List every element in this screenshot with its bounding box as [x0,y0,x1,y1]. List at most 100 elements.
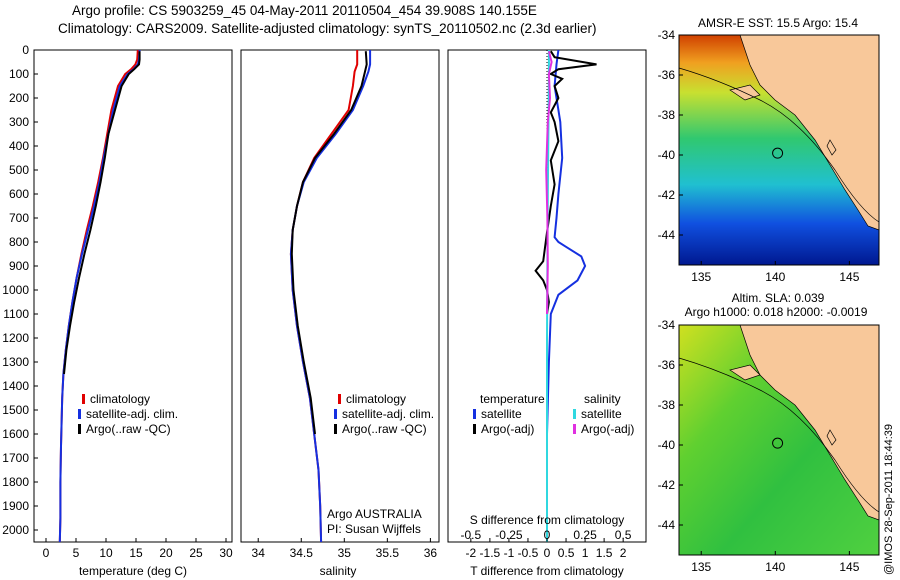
legend-swatch-s-satellite [573,409,576,419]
salinity-legend: climatology satellite-adj. clim. Argo(..… [334,392,434,436]
map-y-tick-label: -42 [658,478,676,492]
sla-map: Altim. SLA: 0.039 Argo h1000: 0.018 h200… [658,291,880,574]
series-line-salinity-argo-adj- [545,50,553,315]
argo-position-marker [772,437,784,449]
sst-map-title: AMSR-E SST: 15.5 Argo: 15.4 [698,16,858,30]
y-tick-label: 500 [9,163,29,177]
x-tick-label: 36 [424,546,438,560]
series-line-argo-raw-qc- [290,51,368,435]
series-line-argo-raw-qc- [63,51,141,375]
legend-satellite: satellite-adj. clim. [86,407,178,421]
pi-label: PI: Susan Wijffels [327,522,421,536]
s-tick-label: -0.5 [461,528,482,542]
climatology-title: Climatology: CARS2009. Satellite-adjuste… [58,21,597,36]
legend-swatch-s-argo [573,424,576,434]
sst-shelf-contour [678,67,880,223]
s-tick-label: 0.25 [573,528,597,542]
y-tick-label: 200 [9,91,29,105]
legend-salinity-heading: salinity [584,392,621,406]
map-x-tick-label: 145 [839,270,859,284]
legend-swatch-t-satellite [473,409,476,419]
y-tick-label: 600 [9,187,29,201]
sst-land [739,34,880,231]
x-tick-label: 20 [159,546,173,560]
y-tick-label: 1800 [2,475,29,489]
temperature-xlabel: temperature (deg C) [79,564,187,578]
x-tick-label: 5 [73,546,80,560]
legend-swatch-satellite [334,409,337,419]
sla-land [739,324,880,521]
x-tick-label: -2 [466,546,477,560]
legend-swatch-argo [78,424,81,434]
map-x-tick-label: 135 [691,560,711,574]
temperature-legend: climatology satellite-adj. clim. Argo(..… [78,392,178,436]
legend-argo: Argo(..raw -QC) [86,422,171,436]
series-line-temperature-argo-adj- [534,50,597,315]
s-tick-label: -0.25 [495,528,523,542]
legend-climatology: climatology [346,392,406,406]
x-tick-label: 15 [129,546,143,560]
map-y-tick-label: -36 [658,68,676,82]
legend-swatch-satellite [78,409,81,419]
temperature-plot-frame [33,49,233,543]
y-tick-label: 1600 [2,427,29,441]
y-tick-label: 800 [9,235,29,249]
t-diff-xlabel: T difference from climatology [470,564,624,578]
map-y-tick-label: -44 [658,228,676,242]
y-tick-label: 1500 [2,403,29,417]
x-tick-label: 34.5 [290,546,314,560]
x-tick-label: 10 [99,546,113,560]
map-y-tick-label: -38 [658,108,676,122]
map-x-tick-label: 140 [765,270,785,284]
legend-s-satellite: satellite [581,407,622,421]
y-tick-label: 1400 [2,379,29,393]
salinity-plot-frame [240,49,440,543]
map-y-tick-label: -42 [658,188,676,202]
sst-island-2 [826,139,837,156]
y-tick-label: 1900 [2,499,29,513]
sla-island [729,364,761,381]
x-tick-label: -0.5 [518,546,539,560]
y-tick-label: 1200 [2,331,29,345]
y-tick-label: 700 [9,211,29,225]
x-tick-label: 35 [338,546,352,560]
legend-swatch-argo [334,424,337,434]
y-tick-label: 2000 [2,523,29,537]
legend-satellite: satellite-adj. clim. [342,407,434,421]
map-x-tick-label: 135 [691,270,711,284]
legend-temperature-heading: temperature [480,392,545,406]
s-tick-label: 0 [544,528,551,542]
legend-swatch-t-argo [473,424,476,434]
map-y-tick-label: -34 [658,318,676,332]
map-y-tick-label: -34 [658,28,676,42]
legend-swatch-climatology [338,394,341,404]
x-tick-label: 34 [252,546,266,560]
sla-map-subtitle: Argo h1000: 0.018 h2000: -0.0019 [685,305,868,319]
x-tick-label: 30 [219,546,233,560]
legend-swatch-climatology [82,394,85,404]
map-x-tick-label: 145 [839,560,859,574]
x-tick-label: 2 [620,546,627,560]
map-y-tick-label: -38 [658,398,676,412]
y-tick-label: 400 [9,139,29,153]
x-tick-label: 0.5 [558,546,575,560]
y-tick-label: 1000 [2,283,29,297]
argo-program-label: Argo AUSTRALIA [327,507,422,521]
s-tick-label: 0.5 [615,528,632,542]
map-y-tick-label: -36 [658,358,676,372]
legend-argo: Argo(..raw -QC) [342,422,427,436]
legend-t-argo: Argo(-adj) [481,422,534,436]
map-y-tick-label: -40 [658,148,676,162]
sst-map-frame [678,34,880,266]
y-tick-label: 300 [9,115,29,129]
map-x-tick-label: 140 [765,560,785,574]
difference-legend: temperature satellite Argo(-adj) salinit… [473,392,634,436]
sla-map-frame [678,324,880,556]
x-tick-label: -1 [504,546,515,560]
sla-island-2 [826,429,837,446]
x-tick-label: 0 [43,546,50,560]
salinity-panel: 34 34.5 35 35.5 36 salinity climatology sate… [240,49,440,578]
y-tick-label: 1700 [2,451,29,465]
map-y-tick-label: -44 [658,518,676,532]
